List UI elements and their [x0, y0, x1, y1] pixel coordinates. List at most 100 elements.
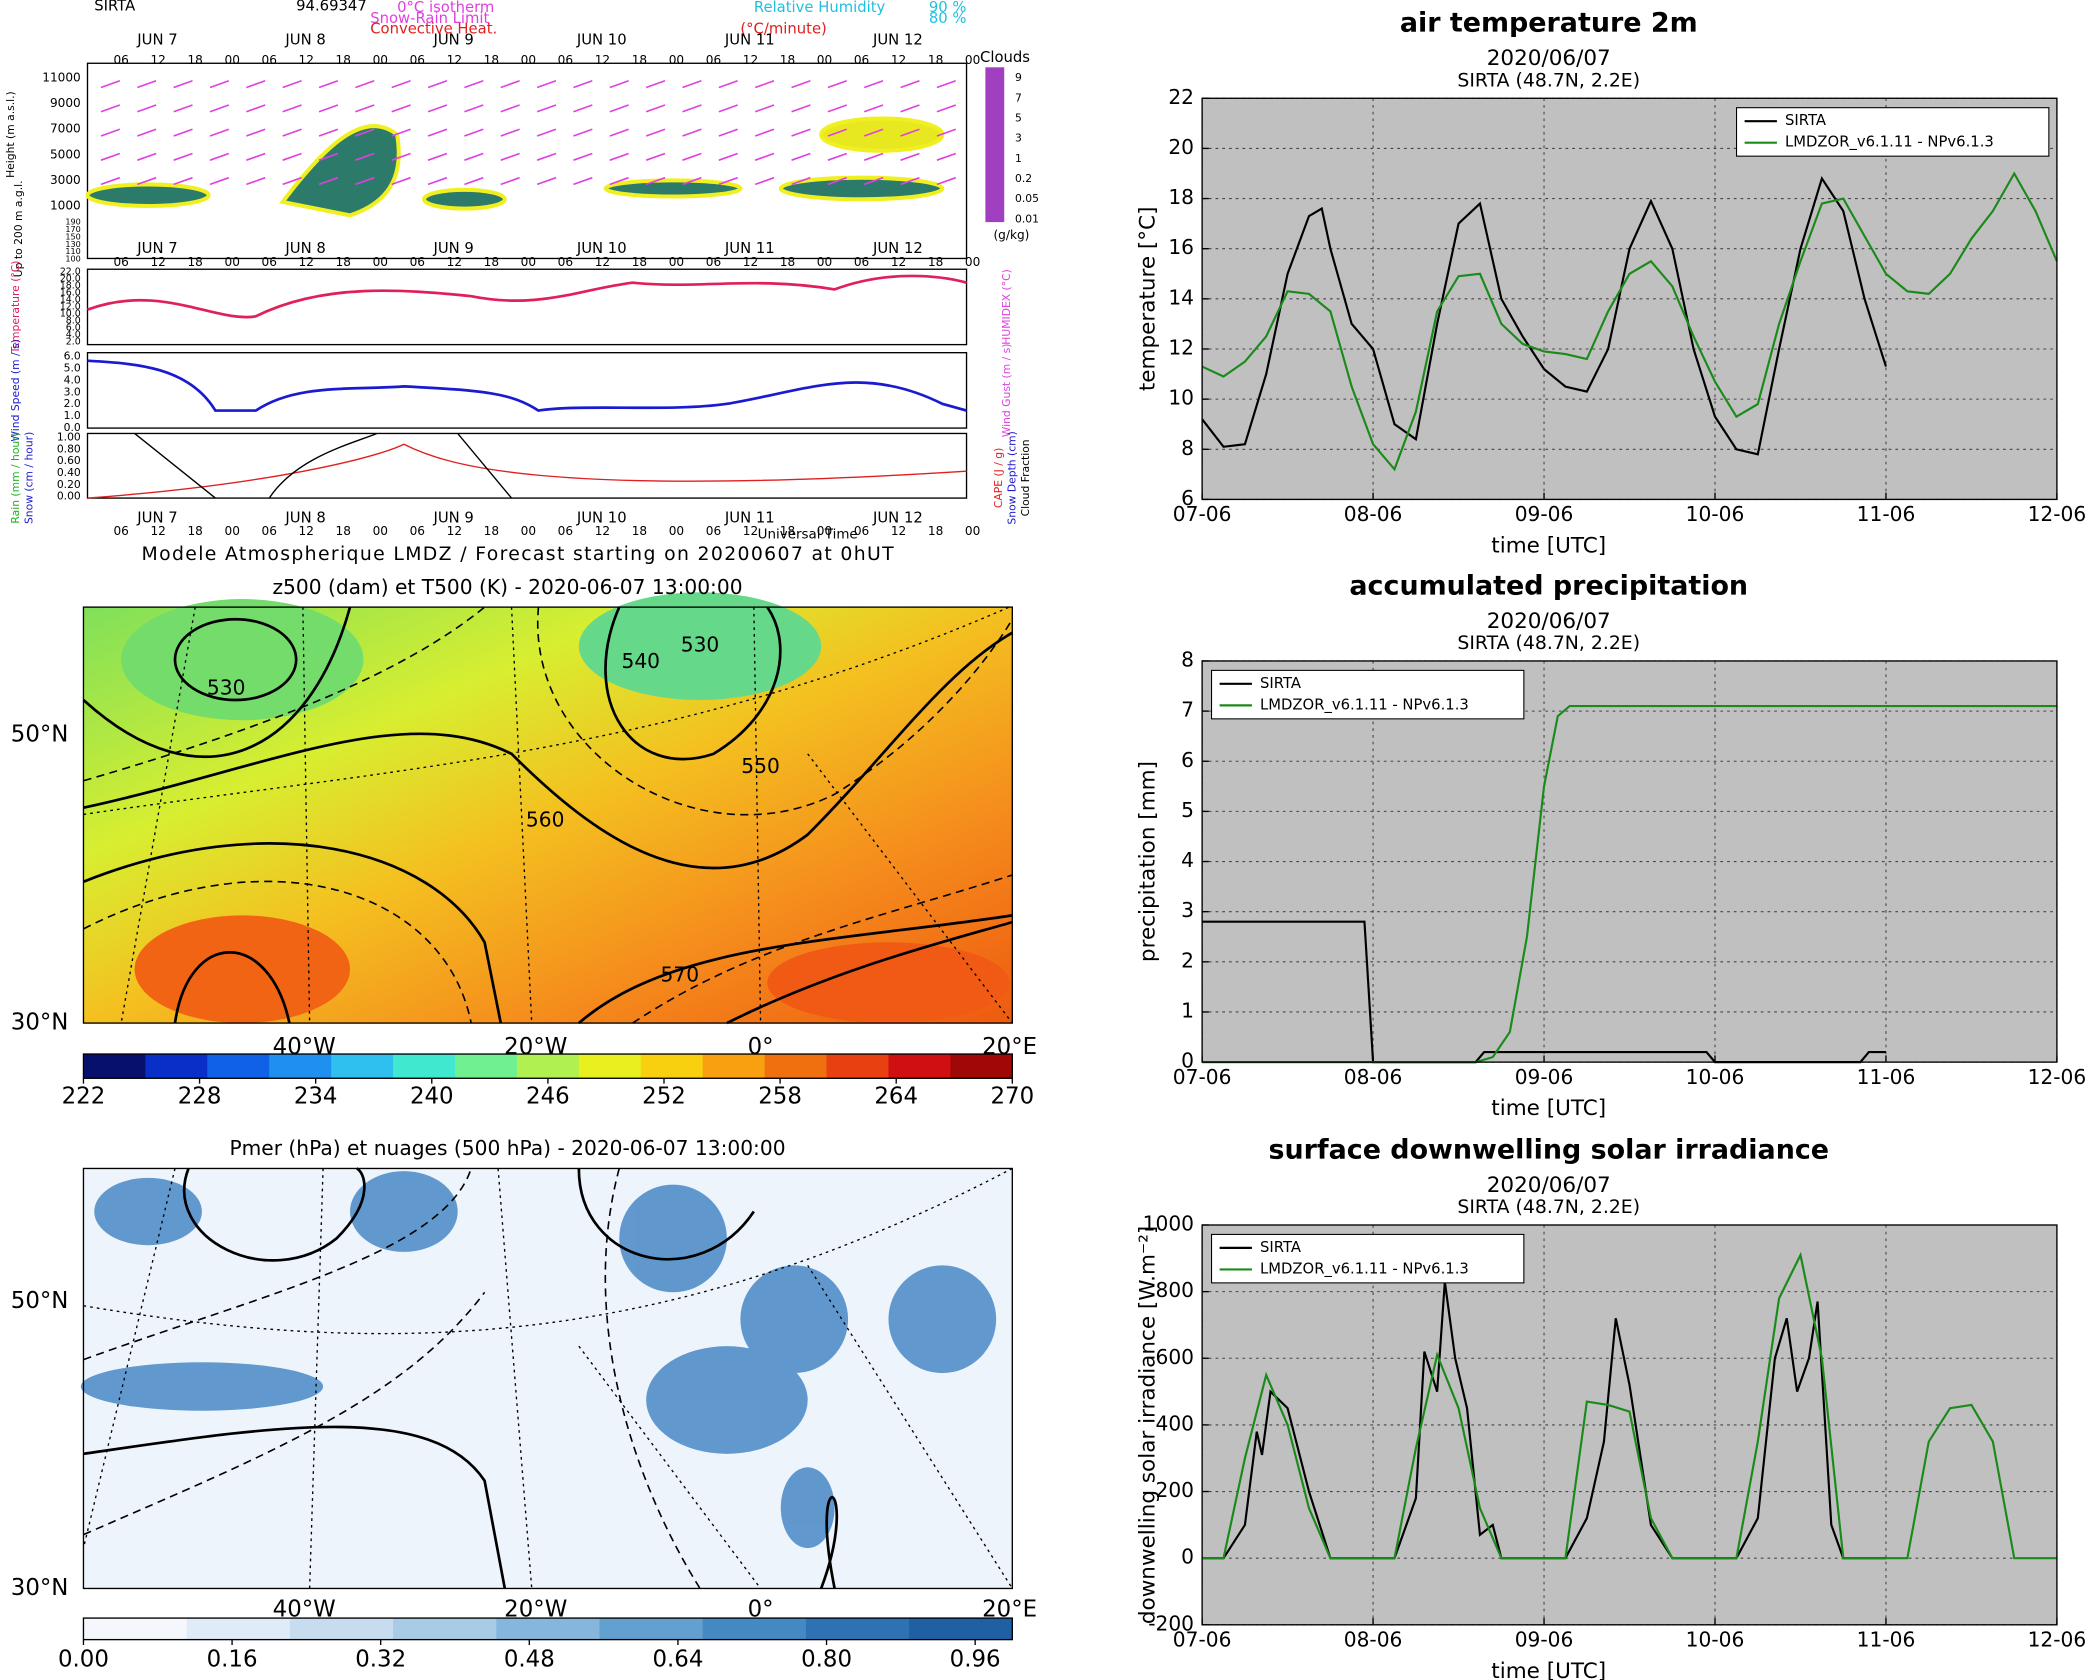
- colorbar-segment: [950, 1054, 1013, 1079]
- colorbar-segment: [289, 1618, 394, 1640]
- rain-tick: 0.40: [57, 466, 81, 479]
- wind-panel: [86, 352, 968, 429]
- hour-label: 06: [706, 524, 721, 538]
- side-label: Temperature (°C): [9, 261, 22, 355]
- wind-arrow: [609, 176, 629, 186]
- side-label: HUMIDEX (°C): [1000, 269, 1013, 345]
- hour-label: 18: [780, 524, 795, 538]
- wind-arrow: [827, 152, 848, 161]
- low-tick: 150: [65, 232, 80, 241]
- x-tick-label: 08-06: [1344, 1065, 1403, 1089]
- wind-arrow: [900, 80, 920, 89]
- y-tick-label: 0: [1181, 1049, 1194, 1073]
- hour-label: 00: [817, 53, 832, 67]
- wind-arrow: [391, 176, 411, 186]
- wind-arrow: [936, 152, 957, 161]
- wind-arrow: [900, 128, 920, 137]
- day-label: JUN 12: [872, 31, 923, 48]
- hour-label: 06: [410, 255, 425, 269]
- wind-arrow: [718, 80, 738, 89]
- colorbar-tick-label: 222: [62, 1084, 106, 1110]
- x-tick-label: 11-06: [1857, 502, 1916, 526]
- y-tick-label: 200: [1155, 1478, 1194, 1502]
- day-label: JUN 11: [724, 31, 775, 48]
- colorbar-segment: [909, 1618, 1013, 1640]
- x-axis-label: time [UTC]: [1491, 1659, 1606, 1680]
- meridian: [753, 607, 762, 1024]
- height-tick: 7000: [50, 122, 81, 136]
- y-tick-label: 22: [1168, 85, 1194, 109]
- wind-arrow: [573, 104, 593, 113]
- chart-subtitle: 2020/06/07: [1487, 609, 1611, 634]
- hour-label: 06: [262, 53, 277, 67]
- colorbar-segment: [805, 1618, 910, 1640]
- day-label: JUN 11: [724, 509, 775, 526]
- cloud-tick: 5: [1015, 111, 1022, 124]
- wind-arrow: [863, 176, 884, 186]
- height-tick: 1000: [50, 198, 81, 212]
- hour-label: 12: [595, 524, 610, 538]
- wind-arrow: [391, 104, 411, 113]
- colorbar-segment: [207, 1054, 270, 1079]
- wind-arrow: [863, 104, 884, 113]
- warm-pool: [134, 915, 350, 1024]
- temp-tick: 16.0: [60, 287, 81, 298]
- y-tick-label: 1000: [1143, 1212, 1194, 1236]
- side-label: Wind Gust (m / s): [1000, 344, 1013, 438]
- chart-subtitle: 2020/06/07: [1487, 46, 1611, 71]
- parallel: [83, 1167, 1013, 1335]
- side-label: Up to 200 m a.g.l.: [12, 180, 25, 277]
- cloud-blobs: [80, 1171, 997, 1549]
- wind-arrow: [100, 152, 121, 161]
- temp-tick: 18.0: [60, 280, 81, 291]
- wind-arrow: [718, 152, 738, 161]
- colorbar-tick-label: 234: [294, 1084, 338, 1110]
- wind-arrow: [754, 80, 775, 89]
- x-tick-label: 07-06: [1173, 1065, 1232, 1089]
- chart-title: accumulated precipitation: [1349, 570, 1748, 601]
- y-tick-label: 6: [1181, 486, 1194, 510]
- temperature-curve: [87, 274, 967, 319]
- wind-arrow: [500, 80, 520, 89]
- series-line: [1201, 171, 2058, 472]
- hour-label: 06: [558, 53, 573, 67]
- wind-arrow: [173, 152, 193, 161]
- wind-arrow: [682, 104, 702, 113]
- cloud-tick: 1: [1015, 152, 1022, 165]
- wind-arrow: [500, 128, 520, 137]
- legend-label: 0°C isotherm: [397, 0, 494, 16]
- contour: [83, 631, 1013, 870]
- temp-tick: 10.0: [60, 308, 81, 319]
- cloud-masses: [85, 116, 945, 218]
- chart-location: SIRTA (48.7N, 2.2E): [1457, 633, 1640, 654]
- x-tick-label: 10-06: [1686, 502, 1745, 526]
- contour: [83, 606, 486, 782]
- hour-label: 12: [743, 255, 758, 269]
- hour-label: 00: [373, 255, 388, 269]
- contour: [604, 606, 782, 761]
- hour-label: 12: [891, 255, 906, 269]
- y-tick-label: 8: [1181, 647, 1194, 671]
- legend-label: SIRTA: [1260, 1239, 1301, 1256]
- contour-label: 540: [621, 649, 660, 673]
- y-tick-label: 1: [1181, 998, 1194, 1022]
- hour-label: 18: [187, 255, 202, 269]
- day-label: JUN 8: [284, 31, 325, 48]
- side-label: Wind Speed (m / s): [9, 339, 22, 441]
- contour: [577, 1168, 755, 1261]
- wind-arrow: [718, 104, 738, 113]
- cloud: [80, 1362, 324, 1411]
- lat-label: 30°N: [11, 1010, 69, 1036]
- wind-arrow: [609, 152, 629, 161]
- map-title: Pmer (hPa) et nuages (500 hPa) - 2020-06…: [229, 1136, 785, 1160]
- cloud-unit: (g/kg): [993, 228, 1029, 242]
- legend-label: Snow-Rain Limit: [370, 10, 489, 27]
- x-tick-label: 10-06: [1686, 1065, 1745, 1089]
- meridian: [807, 1265, 1013, 1589]
- plot-frame: [1201, 660, 2058, 1063]
- meridian: [308, 1168, 324, 1589]
- hour-label: 06: [262, 524, 277, 538]
- wind-arrow: [500, 176, 520, 186]
